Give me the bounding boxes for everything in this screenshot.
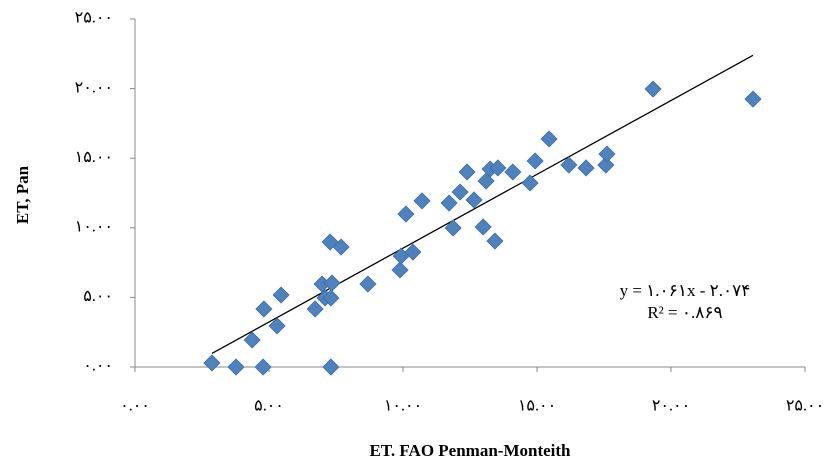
data-point bbox=[306, 300, 324, 318]
data-point bbox=[413, 192, 431, 210]
y-tick-label: ۰.۰۰ bbox=[83, 358, 113, 375]
data-point bbox=[644, 80, 662, 98]
trendline bbox=[211, 54, 754, 355]
x-tick-label: ۱۵.۰۰ bbox=[518, 398, 556, 415]
data-point bbox=[744, 90, 762, 108]
data-point bbox=[560, 156, 578, 174]
data-point bbox=[489, 159, 507, 177]
data-point bbox=[397, 205, 415, 223]
data-point bbox=[255, 300, 273, 318]
y-axis-title: ET, Pan bbox=[13, 165, 32, 224]
data-point bbox=[458, 163, 476, 181]
data-point bbox=[227, 358, 245, 376]
data-point bbox=[444, 219, 462, 237]
data-point bbox=[504, 163, 522, 181]
x-tick-label: ۵.۰۰ bbox=[254, 398, 284, 415]
x-tick-label: ۲۰.۰۰ bbox=[652, 398, 690, 415]
trendline-equation: y = ۱.۰۶۱x - ۲.۰۷۴ bbox=[620, 281, 751, 300]
x-tick-label: ۱۰.۰۰ bbox=[384, 398, 422, 415]
x-tick-label: ۰.۰۰ bbox=[120, 398, 150, 415]
data-point bbox=[243, 331, 261, 349]
data-point bbox=[440, 194, 458, 212]
y-tick-label: ۲۵.۰۰ bbox=[75, 10, 113, 27]
data-point bbox=[526, 152, 544, 170]
data-point bbox=[598, 145, 616, 163]
data-point bbox=[465, 191, 483, 209]
data-point bbox=[272, 286, 290, 304]
data-point bbox=[521, 174, 539, 192]
data-point bbox=[203, 354, 221, 372]
data-point bbox=[322, 289, 340, 307]
trendline-r2: R² = ۰.۸۶۹ bbox=[647, 303, 722, 322]
data-point bbox=[359, 275, 377, 293]
data-point bbox=[451, 183, 469, 201]
data-point bbox=[404, 243, 422, 261]
data-point bbox=[486, 232, 504, 250]
y-tick-label: ۵.۰۰ bbox=[83, 288, 113, 305]
data-point bbox=[540, 130, 558, 148]
y-tick-label: ۱۵.۰۰ bbox=[75, 149, 113, 166]
data-point bbox=[323, 274, 341, 292]
data-point bbox=[332, 238, 350, 256]
x-axis-title: ET. FAO Penman-Monteith bbox=[370, 441, 572, 460]
data-point bbox=[474, 218, 492, 236]
data-point bbox=[391, 261, 409, 279]
x-tick-label: ۲۵.۰۰ bbox=[786, 398, 824, 415]
data-point bbox=[268, 317, 286, 335]
data-point bbox=[597, 156, 615, 174]
y-tick-label: ۱۰.۰۰ bbox=[75, 218, 113, 235]
data-point bbox=[577, 159, 595, 177]
data-point bbox=[322, 358, 340, 376]
y-tick-label: ۲۰.۰۰ bbox=[75, 79, 113, 96]
data-point bbox=[254, 358, 272, 376]
